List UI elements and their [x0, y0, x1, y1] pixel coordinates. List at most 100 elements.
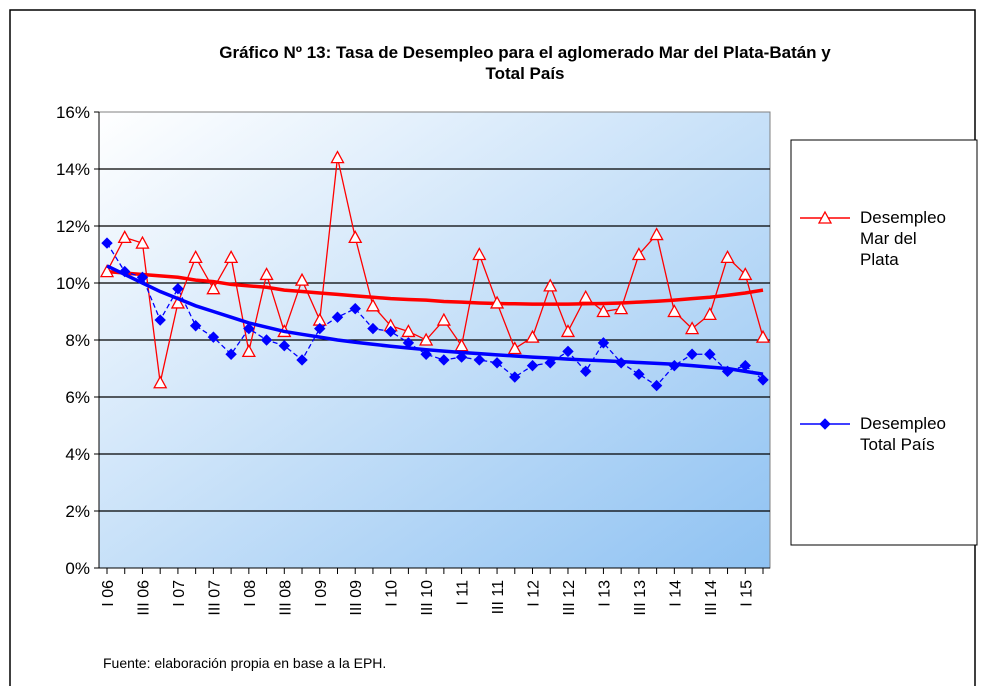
data-point: [225, 348, 237, 360]
data-point: [525, 329, 540, 343]
x-tick-label: III 07: [206, 580, 223, 616]
data-point: [509, 371, 521, 383]
data-point: [136, 271, 149, 284]
series-line: [106, 242, 764, 387]
data-point: [296, 354, 308, 366]
x-tick-label: I 11: [455, 580, 472, 606]
data-point: [207, 331, 220, 343]
data-point: [260, 334, 273, 346]
data-point: [384, 325, 397, 338]
y-tick-label: 2%: [65, 502, 90, 521]
data-point: [401, 324, 416, 338]
x-tick-label: I 13: [596, 580, 613, 607]
data-point: [436, 312, 451, 326]
data-point: [117, 230, 132, 244]
data-point: [99, 264, 115, 278]
x-tick-label: III 10: [419, 580, 436, 616]
data-point: [278, 339, 291, 352]
x-tick-label: III 11: [490, 580, 507, 614]
data-point: [170, 295, 186, 309]
data-point: [438, 354, 450, 366]
x-tick-label: III 14: [703, 580, 720, 616]
data-point: [348, 230, 363, 244]
chart-title: Gráfico Nº 13: Tasa de Desempleo para el…: [219, 43, 831, 83]
y-tick-label: 0%: [65, 559, 90, 578]
data-point: [330, 150, 345, 164]
data-point: [684, 321, 700, 335]
data-point: [633, 368, 645, 380]
data-point: [314, 322, 326, 335]
data-point: [721, 365, 734, 378]
data-point: [596, 304, 611, 318]
data-point: [686, 348, 698, 360]
trend-line: [106, 269, 764, 306]
data-point: [720, 249, 735, 263]
x-tick-label: I 09: [313, 580, 330, 607]
data-point: [419, 332, 434, 346]
x-tick-label: I 08: [242, 580, 259, 607]
footnote: Fuente: elaboración propia en base a la …: [103, 655, 386, 671]
data-point: [224, 249, 239, 263]
data-point: [420, 348, 432, 360]
legend-label: Desempleo Total País: [860, 414, 946, 454]
data-point: [668, 359, 681, 372]
data-point: [631, 247, 646, 261]
x-tick-label: I 14: [667, 580, 684, 607]
data-point: [667, 304, 682, 318]
data-point: [189, 320, 202, 332]
data-point: [454, 338, 469, 352]
data-point: [543, 278, 558, 292]
x-tick-label: I 12: [526, 580, 543, 607]
data-point: [489, 295, 505, 309]
x-tick-label: III 13: [632, 580, 649, 616]
data-point: [294, 272, 310, 286]
y-tick-label: 8%: [65, 331, 90, 350]
x-tick-label: I 07: [171, 580, 188, 607]
data-point: [172, 282, 184, 295]
data-point: [614, 301, 629, 315]
y-tick-label: 12%: [56, 217, 90, 236]
y-tick-label: 10%: [56, 274, 90, 293]
x-tick-label: I 06: [100, 580, 117, 607]
data-point: [560, 324, 576, 338]
data-point: [597, 337, 610, 349]
data-point: [455, 351, 468, 363]
data-point: [206, 281, 221, 295]
data-point: [367, 322, 379, 335]
data-point: [702, 306, 717, 320]
data-point: [649, 227, 664, 241]
trend-line: [106, 264, 764, 376]
y-tick-label: 14%: [56, 160, 90, 179]
data-point: [738, 267, 753, 281]
data-point: [650, 379, 663, 392]
legend-marker: [817, 210, 833, 224]
y-tick-label: 4%: [65, 445, 90, 464]
data-point: [243, 322, 255, 335]
data-point: [704, 348, 716, 360]
data-point: [578, 289, 593, 303]
data-point: [135, 235, 150, 249]
data-point: [153, 375, 168, 389]
legend-box: [790, 139, 978, 546]
data-point: [188, 249, 203, 263]
y-tick-label: 6%: [65, 388, 90, 407]
data-point: [755, 329, 771, 343]
data-point: [579, 365, 592, 378]
x-tick-label: III 12: [561, 580, 578, 616]
data-point: [331, 311, 344, 323]
data-point: [154, 314, 166, 326]
data-point: [473, 354, 486, 366]
data-point: [241, 344, 256, 358]
x-tick-label: I 10: [384, 580, 401, 607]
legend-marker: [819, 418, 831, 430]
data-point: [507, 341, 522, 355]
x-tick-label: III 09: [348, 580, 365, 616]
data-point: [562, 345, 574, 358]
x-tick-label: III 08: [277, 580, 294, 616]
data-point: [101, 237, 113, 249]
data-point: [615, 357, 627, 369]
data-point: [402, 337, 415, 349]
data-point: [526, 359, 539, 372]
data-point: [119, 265, 131, 278]
